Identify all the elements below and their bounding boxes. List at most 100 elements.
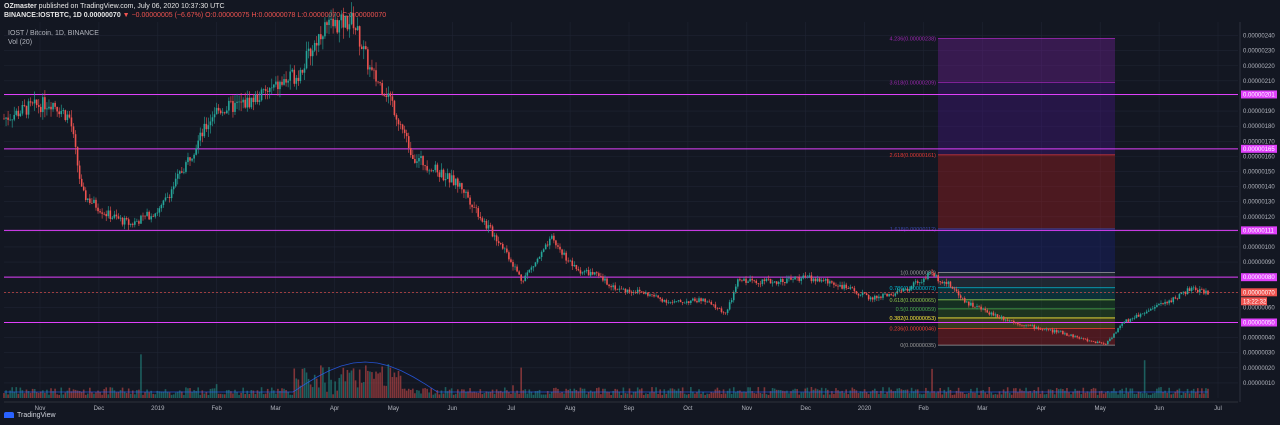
volume-bar — [444, 387, 447, 398]
candle-body — [381, 83, 383, 95]
candle-body — [618, 288, 621, 290]
candle-body — [649, 294, 651, 296]
candle-body — [992, 312, 995, 316]
volume-legend[interactable]: Vol (20) — [8, 39, 33, 46]
volume-bar — [463, 389, 465, 398]
candle-body — [377, 81, 379, 83]
candle-body — [426, 166, 428, 171]
author-name[interactable]: OZmaster — [4, 3, 37, 10]
series-legend[interactable]: IOST / Bitcoin, 1D, BINANCE — [8, 30, 99, 37]
candle-body — [508, 252, 510, 260]
volume-bar — [953, 394, 956, 398]
fib-zone — [938, 328, 1115, 346]
volume-bar — [585, 394, 588, 398]
volume-bar — [1160, 387, 1162, 398]
candle-body — [434, 164, 437, 171]
volume-bar — [1008, 392, 1011, 398]
volume-bar — [162, 391, 165, 398]
y-tick-label: 0.00000120 — [1243, 215, 1275, 221]
volume-bar — [313, 374, 316, 398]
volume-bar — [281, 388, 283, 398]
fib-zone — [938, 154, 1115, 229]
volume-bar — [350, 370, 353, 398]
x-tick-label: Jul — [507, 406, 515, 412]
volume-bar — [379, 372, 381, 398]
volume-bar — [918, 393, 921, 398]
candle-body — [976, 306, 978, 308]
volume-bar — [469, 388, 471, 398]
volume-bar — [1027, 391, 1029, 398]
x-tick-label: 2020 — [858, 406, 872, 412]
volume-bar — [974, 392, 976, 398]
candle-body — [510, 259, 512, 262]
candle-body — [730, 300, 733, 303]
volume-bar — [1154, 392, 1156, 398]
volume-bar — [616, 389, 619, 398]
candle-body — [197, 140, 199, 149]
volume-bar — [207, 394, 210, 398]
volume-bar — [285, 390, 287, 398]
volume-bar — [1115, 391, 1117, 398]
volume-bar — [465, 392, 467, 398]
x-tick-label: May — [1095, 406, 1106, 412]
candle-body — [93, 199, 95, 204]
candle-body — [890, 294, 892, 296]
candle-body — [1000, 316, 1003, 318]
candle-body — [1053, 330, 1056, 333]
volume-bar — [1207, 388, 1209, 398]
volume-bar — [1017, 392, 1019, 398]
candle-body — [945, 281, 948, 284]
volume-bar — [792, 389, 794, 398]
volume-bar — [1035, 391, 1038, 398]
volume-bar — [438, 394, 441, 398]
candle-body — [248, 97, 251, 108]
volume-bar — [534, 391, 537, 398]
candle-body — [553, 235, 555, 241]
candle-body — [148, 211, 150, 220]
volume-bar — [591, 391, 594, 398]
volume-bar — [89, 387, 91, 398]
volume-bar — [771, 388, 774, 398]
candle-body — [1027, 324, 1029, 326]
volume-bar — [626, 393, 629, 398]
volume-bar — [602, 388, 604, 398]
candle-body — [755, 280, 758, 284]
volume-bar — [48, 394, 50, 398]
volume-bar — [471, 392, 473, 398]
candle-body — [131, 223, 134, 225]
candle-body — [608, 284, 610, 287]
candle-body — [154, 213, 157, 217]
candle-body — [405, 132, 408, 137]
volume-bar — [939, 387, 942, 398]
candle-body — [824, 279, 827, 281]
candle-body — [914, 281, 917, 283]
volume-bar — [1135, 393, 1138, 398]
candle-body — [841, 284, 843, 289]
tradingview-logo[interactable]: TradingView — [4, 412, 56, 419]
volume-bar — [289, 394, 291, 398]
candle-body — [773, 281, 776, 283]
volume-bar — [696, 391, 698, 398]
candle-body — [1121, 323, 1123, 326]
ohlc-values: O:0.00000075 H:0.00000078 L:0.00000070 C… — [205, 12, 387, 19]
candle-body — [260, 89, 263, 101]
candle-body — [536, 258, 539, 263]
candle-body — [612, 285, 614, 288]
volume-bar — [35, 392, 38, 398]
volume-bar — [1029, 390, 1031, 398]
volume-bar — [80, 392, 83, 398]
volume-bar — [880, 390, 882, 398]
candle-body — [1115, 332, 1117, 334]
candle-body — [70, 117, 73, 127]
candle-body — [483, 220, 486, 222]
volume-bar — [1033, 389, 1036, 398]
volume-bar — [142, 394, 144, 398]
volume-bar — [769, 391, 772, 398]
candle-body — [988, 312, 991, 315]
candle-body — [1039, 329, 1042, 330]
candle-body — [506, 248, 508, 253]
candle-body — [465, 191, 467, 193]
candle-body — [201, 132, 204, 137]
candle-body — [1152, 308, 1154, 310]
